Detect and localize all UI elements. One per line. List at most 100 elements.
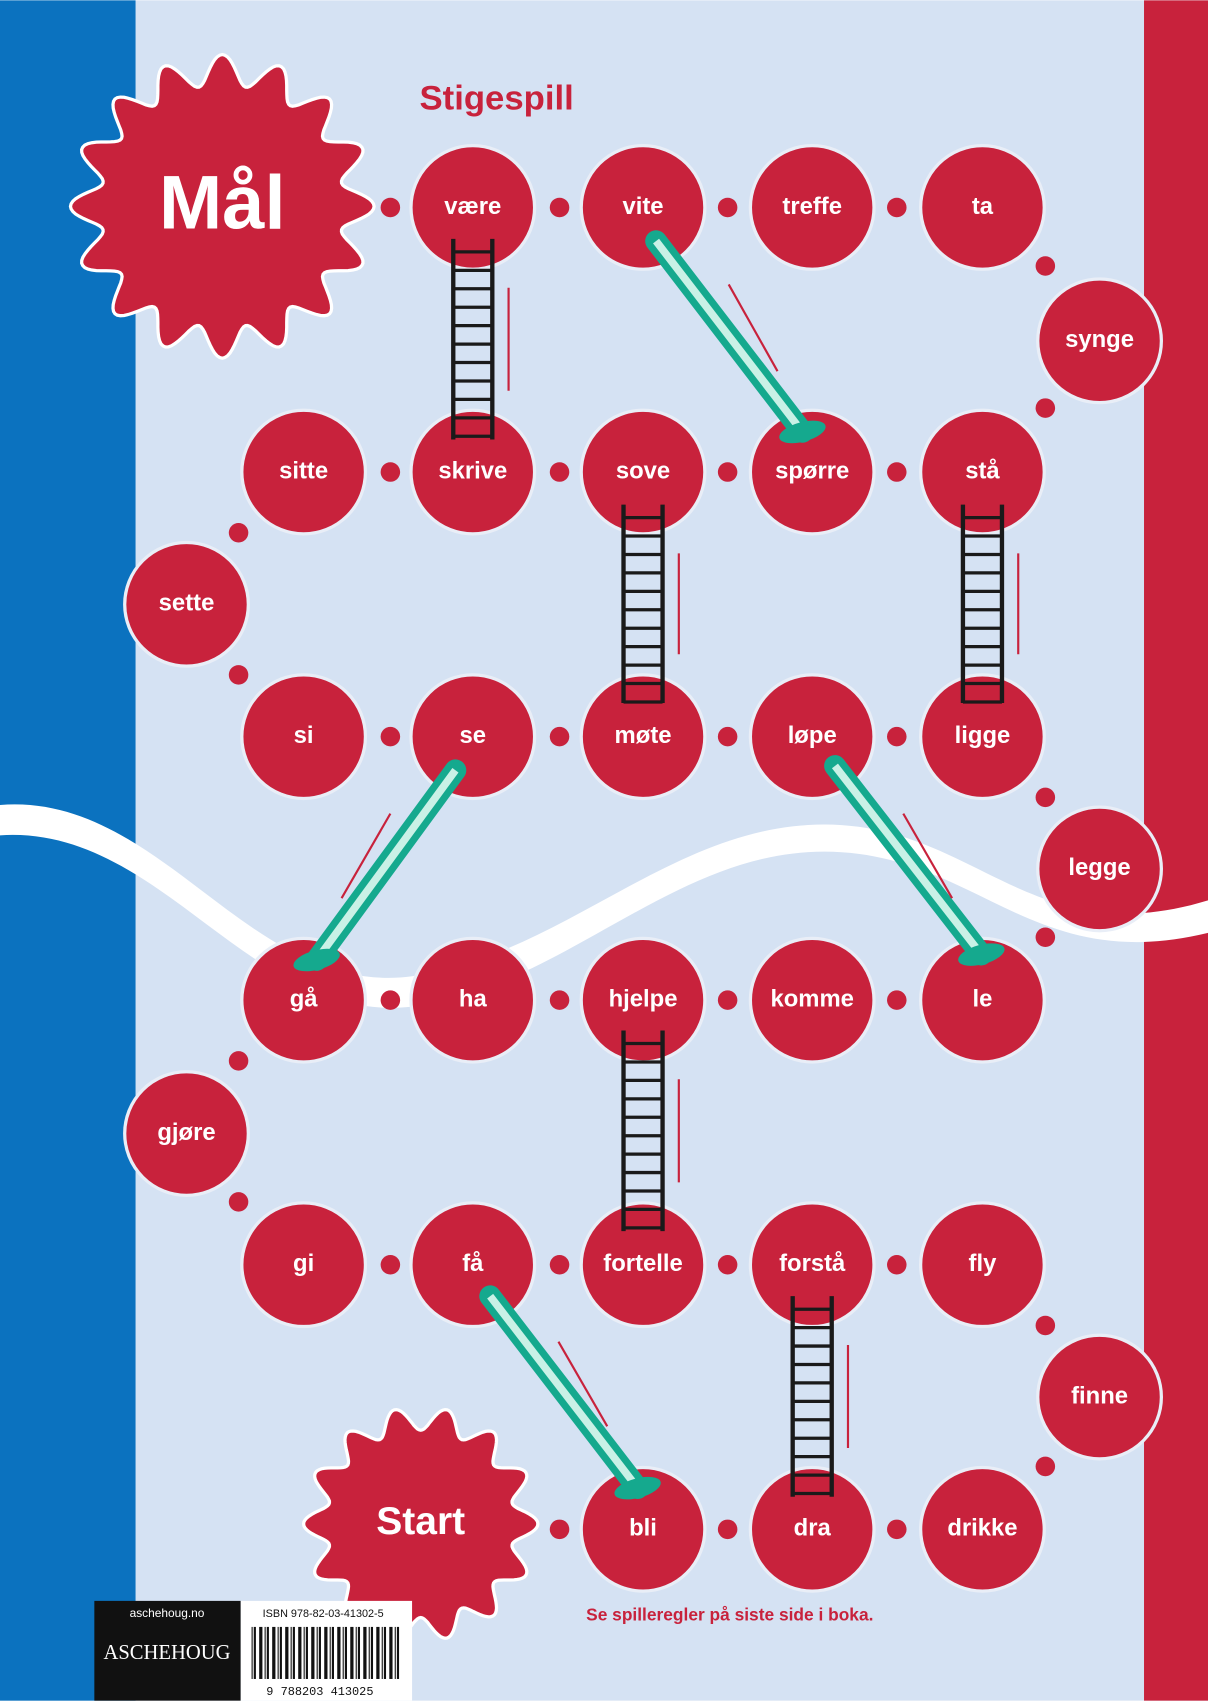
cell-label: sette — [159, 590, 215, 617]
bar — [357, 1626, 361, 1679]
isbn: ISBN 978-82-03-41302-5 — [263, 1608, 384, 1620]
bar — [337, 1626, 341, 1679]
bar — [303, 1626, 305, 1679]
bar — [285, 1626, 289, 1679]
path-dot — [887, 1254, 907, 1275]
cell-label: forstå — [779, 1250, 846, 1277]
cell — [748, 408, 876, 536]
cell — [409, 1201, 537, 1329]
cell — [919, 408, 1046, 536]
bar — [298, 1626, 302, 1679]
path-dot — [380, 726, 401, 747]
cell — [409, 408, 537, 536]
bar — [272, 1626, 276, 1679]
cell-label: spørre — [775, 457, 849, 484]
cell — [579, 673, 707, 801]
path-dot — [1035, 1315, 1056, 1336]
bar — [316, 1626, 318, 1679]
cell — [1036, 277, 1163, 405]
bar — [264, 1626, 266, 1679]
cell — [919, 1465, 1046, 1593]
bar — [259, 1626, 263, 1679]
bar — [290, 1626, 292, 1679]
cell-label: dra — [794, 1515, 832, 1542]
cell-label: vite — [622, 193, 663, 220]
bar — [311, 1626, 315, 1679]
cell — [579, 408, 707, 536]
bar — [363, 1626, 367, 1679]
path-dot — [1035, 1456, 1056, 1477]
bar — [350, 1626, 354, 1679]
cell-label: drikke — [947, 1515, 1017, 1542]
cell — [919, 144, 1046, 271]
bar — [277, 1626, 279, 1679]
start-badge — [301, 1407, 540, 1640]
path-dot — [887, 726, 907, 747]
cell-label: skrive — [438, 457, 507, 484]
bar — [389, 1626, 393, 1679]
arrow — [340, 813, 392, 899]
cell-label: ta — [972, 193, 994, 220]
path-dot — [887, 1519, 907, 1540]
path-dot — [380, 462, 401, 482]
path-dot — [228, 523, 249, 543]
cell — [1036, 1333, 1163, 1461]
arrow — [557, 1341, 609, 1427]
slide-end — [293, 948, 340, 972]
goal-label: Mål — [159, 161, 286, 246]
path-dot — [549, 1254, 570, 1275]
arrow — [727, 283, 779, 372]
cell-label: treffe — [782, 193, 842, 220]
path-dot — [380, 197, 401, 218]
cell — [409, 673, 537, 801]
board-layer: Mål Start være vite treffe ta synge sitte skrive… — [68, 52, 1163, 1640]
path-dot — [717, 1519, 738, 1540]
publisher-box — [94, 1600, 241, 1701]
title: Stigespill — [420, 79, 574, 117]
bar — [279, 1626, 282, 1679]
bar — [381, 1626, 383, 1679]
cell-label: møte — [615, 722, 672, 749]
path-dot — [887, 990, 907, 1010]
bar — [324, 1626, 328, 1679]
bar — [355, 1626, 357, 1679]
bar — [376, 1626, 380, 1679]
bar — [394, 1626, 396, 1679]
path-dot — [1035, 787, 1056, 808]
bar — [251, 1626, 253, 1679]
cell — [1036, 805, 1163, 933]
cell-label: få — [462, 1250, 484, 1277]
bar — [305, 1626, 308, 1679]
cell-label: fortelle — [603, 1250, 683, 1277]
path-dot — [549, 1519, 570, 1540]
bar — [383, 1626, 387, 1679]
slide-inner — [831, 763, 985, 957]
path-dot — [717, 462, 738, 482]
cell — [409, 936, 537, 1064]
cell — [240, 1201, 368, 1329]
cell — [579, 144, 707, 271]
cell — [123, 540, 250, 668]
cell — [579, 1201, 707, 1329]
bar — [396, 1626, 400, 1679]
cell — [919, 1201, 1046, 1329]
bar — [344, 1626, 348, 1679]
cell-label: gi — [293, 1250, 314, 1277]
barcode — [251, 1626, 400, 1679]
slide-end — [779, 420, 826, 444]
cell-label: hjelpe — [609, 985, 678, 1012]
bar — [342, 1626, 344, 1679]
slide-inner — [487, 1293, 641, 1491]
arrow — [902, 813, 954, 899]
cell — [748, 144, 876, 271]
cell-label: se — [460, 722, 487, 749]
cell-label: legge — [1068, 854, 1130, 881]
cell — [240, 408, 368, 536]
barcode-digits: 9 788203 413025 — [266, 1685, 373, 1699]
path-dot — [380, 1254, 401, 1275]
bar — [266, 1626, 269, 1679]
cell-label: synge — [1065, 326, 1134, 353]
path-dot — [717, 197, 738, 218]
path-dot — [549, 197, 570, 218]
cell-label: finne — [1071, 1382, 1128, 1409]
